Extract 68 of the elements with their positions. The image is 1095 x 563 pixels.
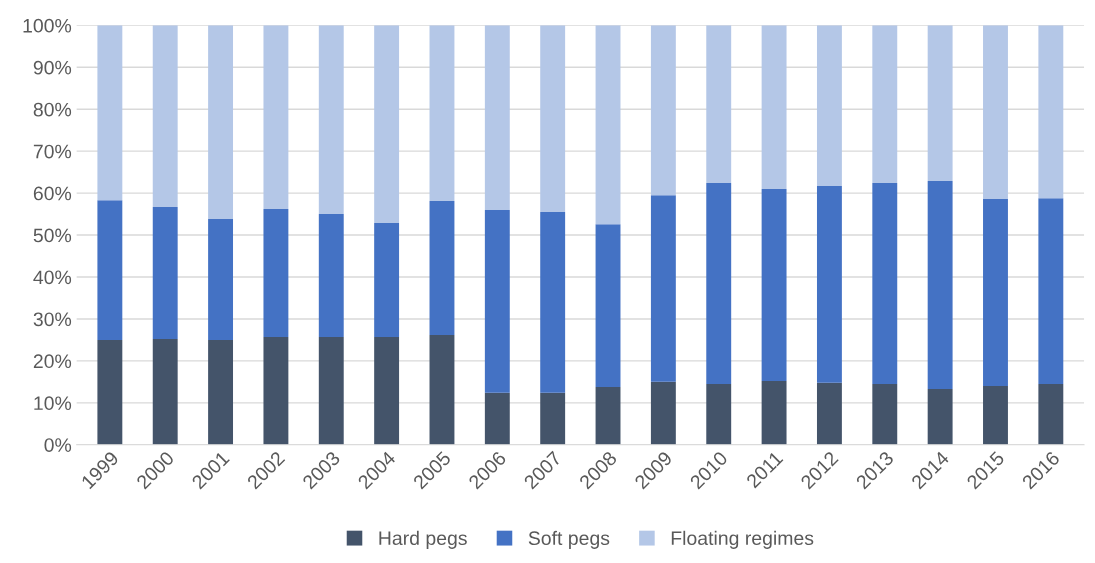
y-tick-label: 90% <box>33 60 72 75</box>
bar <box>816 25 842 186</box>
bar <box>429 334 455 445</box>
bar <box>97 200 123 340</box>
bar <box>706 25 732 184</box>
bar <box>374 25 400 223</box>
bar <box>761 188 787 382</box>
y-tick-label: 20% <box>33 354 72 369</box>
bar <box>318 25 344 215</box>
bar <box>1038 25 1064 199</box>
y-tick-label: 70% <box>33 144 72 159</box>
bar <box>429 25 455 202</box>
y-tick-label: 30% <box>33 312 72 327</box>
bar <box>208 25 234 220</box>
bar <box>872 25 898 184</box>
bar <box>650 381 676 445</box>
y-tick-label: 10% <box>34 396 72 411</box>
bar <box>97 339 123 445</box>
bar <box>650 25 676 196</box>
bar <box>706 383 732 445</box>
bar <box>761 25 787 189</box>
bar <box>872 183 898 384</box>
bar <box>595 224 621 387</box>
y-tick-label: 50% <box>33 228 72 243</box>
bar <box>540 211 566 393</box>
bar <box>1038 383 1064 445</box>
bar <box>152 339 178 445</box>
bar <box>208 219 234 340</box>
legend-label: Hard pegs <box>379 530 467 549</box>
bar <box>927 388 953 445</box>
bar <box>152 25 178 207</box>
bar <box>540 25 566 212</box>
bar <box>263 209 289 337</box>
bar <box>429 201 455 335</box>
bar <box>983 198 1008 387</box>
bar <box>816 382 842 445</box>
bar <box>318 214 344 337</box>
bar <box>595 386 621 445</box>
bar <box>650 195 676 382</box>
legend-label: Soft pegs <box>528 530 610 549</box>
bar <box>484 209 510 393</box>
bar <box>374 336 400 445</box>
bar <box>208 339 234 445</box>
bar <box>595 25 621 225</box>
y-tick-label: 80% <box>33 102 72 117</box>
bar <box>927 25 953 181</box>
bar <box>816 185 842 383</box>
bar <box>540 392 566 445</box>
bar <box>484 25 510 210</box>
bar <box>318 336 344 445</box>
bar <box>1038 198 1064 384</box>
bar <box>761 381 787 445</box>
bar <box>872 383 898 445</box>
bar <box>152 206 178 340</box>
legend-label: Floating regimes <box>671 530 814 549</box>
bar <box>706 183 732 384</box>
bar <box>263 336 289 445</box>
y-tick-label: 0% <box>44 438 72 453</box>
bar <box>374 222 400 337</box>
bar <box>927 180 953 389</box>
bar <box>484 392 510 445</box>
y-tick-label: 60% <box>33 186 72 201</box>
y-tick-label: 100% <box>23 18 72 33</box>
y-tick-label: 40% <box>33 270 72 285</box>
bar <box>983 25 1008 199</box>
bar <box>983 386 1008 445</box>
bar <box>97 25 123 201</box>
bar <box>263 25 289 210</box>
